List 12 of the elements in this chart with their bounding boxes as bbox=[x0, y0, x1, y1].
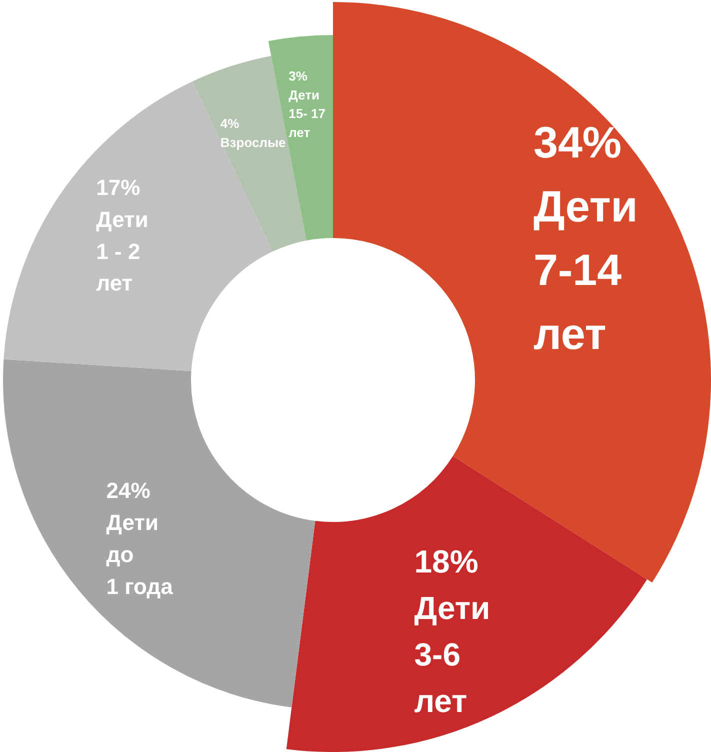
data-label: 18% bbox=[414, 544, 478, 580]
slice-label: Дети 3-6 лет bbox=[414, 590, 490, 719]
data-label: 4% bbox=[220, 116, 240, 132]
data-label: 3% bbox=[288, 68, 308, 84]
slice-label: Взрослые bbox=[220, 135, 286, 150]
slice-label: Дети до 1 года bbox=[106, 510, 174, 599]
data-label: 17% bbox=[96, 174, 140, 200]
slice-label: Дети 15- 17 лет bbox=[288, 87, 326, 140]
slice-label: Дети 1 - 2 лет bbox=[96, 206, 148, 296]
data-label: 24% bbox=[106, 478, 150, 504]
slice-label: Дети 7-14 лет bbox=[533, 182, 638, 359]
data-label: 34% bbox=[533, 118, 622, 168]
